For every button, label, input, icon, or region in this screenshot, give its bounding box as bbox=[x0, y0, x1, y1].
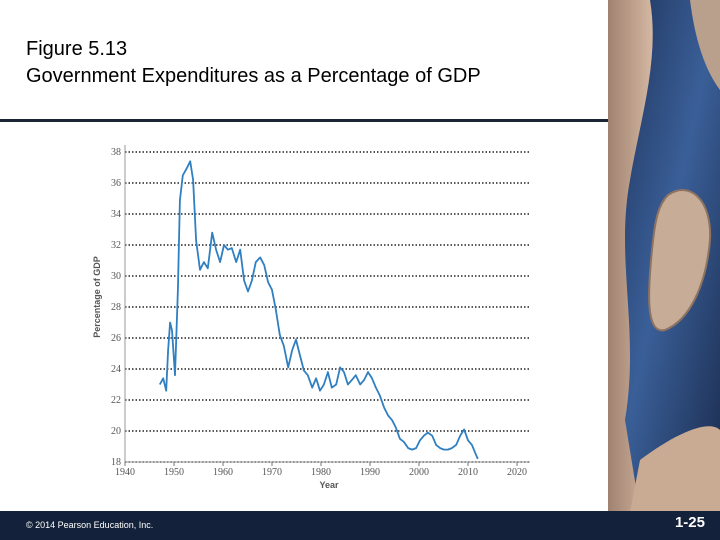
y-tick-label: 28 bbox=[111, 302, 121, 313]
page-number: 1-25 bbox=[675, 514, 705, 531]
y-tick-label: 34 bbox=[111, 209, 121, 220]
header-rule bbox=[0, 119, 608, 122]
x-tick-label: 2000 bbox=[409, 467, 429, 478]
slide-title: Government Expenditures as a Percentage … bbox=[26, 65, 481, 87]
x-tick-label: 1990 bbox=[360, 467, 380, 478]
y-tick-label: 26 bbox=[111, 333, 121, 344]
figure-frame bbox=[85, 125, 540, 495]
y-tick-label: 24 bbox=[111, 364, 121, 375]
decor-image bbox=[608, 0, 720, 512]
x-tick-label: 1950 bbox=[164, 467, 184, 478]
footer-bar bbox=[0, 511, 720, 540]
plot: 18 20 22 24 26 28 30 32 34 36 38 1940 1950 1960 1970 19… bbox=[92, 145, 530, 490]
y-tick-label: 18 bbox=[111, 457, 121, 468]
y-tick-label: 38 bbox=[111, 147, 121, 158]
x-tick-label: 1960 bbox=[213, 467, 233, 478]
x-tick-label: 1980 bbox=[311, 467, 331, 478]
y-axis-label: Percentage of GDP bbox=[92, 256, 102, 338]
figure-number: Figure 5.13 bbox=[26, 38, 127, 60]
x-tick-label: 1970 bbox=[262, 467, 282, 478]
x-tick-label: 1940 bbox=[115, 467, 135, 478]
x-tick-label: 2010 bbox=[458, 467, 478, 478]
y-tick-label: 30 bbox=[111, 271, 121, 282]
x-axis-label: Year bbox=[319, 480, 339, 490]
y-tick-label: 32 bbox=[111, 240, 121, 251]
x-tick-label: 2020 bbox=[507, 467, 527, 478]
y-tick-label: 20 bbox=[111, 426, 121, 437]
copyright: © 2014 Pearson Education, Inc. bbox=[26, 520, 153, 530]
y-tick-label: 36 bbox=[111, 178, 121, 189]
y-tick-label: 22 bbox=[111, 395, 121, 406]
data-line bbox=[159, 160, 479, 460]
